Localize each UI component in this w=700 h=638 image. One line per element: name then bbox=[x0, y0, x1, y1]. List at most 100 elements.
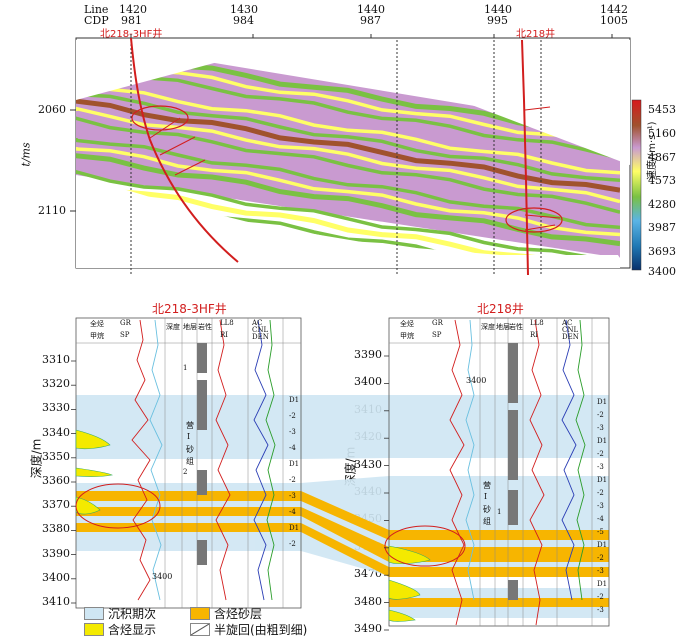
ac-label: AC bbox=[252, 319, 263, 327]
cycle-mark: -2 bbox=[289, 476, 296, 484]
line-value: 1442 bbox=[600, 3, 628, 16]
cycle-mark: D1 bbox=[289, 524, 300, 532]
depth-tick: 3320 bbox=[42, 377, 70, 391]
depth-tick: 3400 bbox=[354, 375, 382, 389]
sp-label: SP bbox=[432, 331, 442, 339]
cycle-mark: -4 bbox=[289, 444, 296, 452]
ll8-label: LL8 bbox=[220, 319, 234, 327]
caliper-label: 全烃 bbox=[400, 320, 414, 328]
cycle-mark: D1 bbox=[597, 398, 608, 406]
depth-tick: 3400 bbox=[42, 570, 70, 584]
den-label: DEN bbox=[562, 333, 579, 341]
colorbar-tick: 4573 bbox=[648, 174, 676, 187]
strat-label: 地层 bbox=[496, 323, 510, 331]
cycle-mark: D1 bbox=[289, 396, 300, 404]
cycle-mark: D1 bbox=[597, 541, 608, 549]
right-log-title: 北218井 bbox=[477, 302, 524, 316]
legend-swatch-half-cycle bbox=[190, 623, 210, 636]
cycle-mark: D1 bbox=[289, 460, 300, 468]
cycle-mark: -3 bbox=[597, 502, 604, 510]
unit-label: I bbox=[187, 432, 191, 441]
legend-label: 半旋回(由粗到细) bbox=[214, 623, 308, 637]
cycle-mark: D1 bbox=[597, 437, 608, 445]
unit-label: 组 bbox=[186, 457, 194, 466]
ri-label: RI bbox=[530, 331, 539, 339]
colorbar-tick: 5453 bbox=[648, 103, 676, 116]
velocity-band bbox=[76, 106, 620, 204]
seismic-plot bbox=[70, 34, 642, 276]
depth-tick: 3350 bbox=[42, 449, 70, 463]
velocity-band bbox=[76, 138, 620, 230]
unit-label: I bbox=[484, 492, 488, 501]
well-label-right: 北218井 bbox=[516, 29, 556, 40]
cycle-mark: -3 bbox=[289, 428, 296, 436]
unit-label: 组 bbox=[483, 517, 491, 526]
cdp-value: 981 bbox=[121, 14, 142, 27]
colorbar-tick: 5160 bbox=[648, 127, 676, 140]
depth-label: 深度 bbox=[166, 323, 180, 331]
line-value: 1440 bbox=[357, 3, 385, 16]
colorbar-tick: 4280 bbox=[648, 198, 676, 211]
depth-label: 深度 bbox=[481, 323, 495, 331]
methane-label: 甲烷 bbox=[400, 332, 414, 340]
depth-tick: 3380 bbox=[42, 522, 70, 536]
cnl-label: CNL bbox=[562, 326, 579, 334]
methane-label: 甲烷 bbox=[90, 332, 104, 340]
cycle-mark: -4 bbox=[289, 508, 296, 516]
depth-tick: 3480 bbox=[354, 594, 382, 608]
cycle-mark: -2 bbox=[597, 450, 604, 458]
depth-tick: 3490 bbox=[354, 622, 382, 635]
legend-swatch-deposition bbox=[84, 607, 104, 620]
left-log-title: 北218-3HF井 bbox=[152, 302, 227, 316]
strat-label: 地层 bbox=[183, 323, 197, 331]
inline-depth-label: 3400 bbox=[152, 572, 173, 581]
den-label: DEN bbox=[252, 333, 269, 341]
cycle-mark: -3 bbox=[597, 463, 604, 471]
velocity-band bbox=[76, 169, 620, 258]
cycle-mark: -2 bbox=[289, 540, 296, 548]
legend-label: 含烃砂层 bbox=[214, 607, 263, 621]
depth-tick: 3370 bbox=[42, 498, 70, 512]
cycle-mark: -4 bbox=[597, 515, 604, 523]
colorbar-tick: 4867 bbox=[648, 151, 676, 164]
legend-swatch-sand bbox=[190, 607, 210, 620]
cycle-mark: -2 bbox=[597, 489, 604, 497]
gr-label: GR bbox=[432, 319, 443, 327]
sp-label: SP bbox=[120, 331, 130, 339]
lith-label: 岩性 bbox=[198, 323, 212, 331]
colorbar-tick: 3693 bbox=[648, 245, 676, 258]
cycle-mark: -5 bbox=[597, 528, 604, 536]
ri-label: RI bbox=[220, 331, 229, 339]
ac-label: AC bbox=[562, 319, 573, 327]
y-tick: 2110 bbox=[38, 204, 66, 217]
cycle-mark: -2 bbox=[597, 593, 604, 601]
unit-label: 营 bbox=[186, 421, 194, 430]
depth-tick: 3310 bbox=[42, 353, 70, 366]
depth-tick: 3430 bbox=[354, 457, 382, 471]
cycle-mark: -2 bbox=[289, 412, 296, 420]
cycle-mark: -3 bbox=[289, 492, 296, 500]
sub-unit-label: 1 bbox=[497, 508, 502, 516]
y-tick: 2060 bbox=[38, 103, 66, 116]
legend-swatch-show bbox=[84, 623, 104, 636]
velocity-band bbox=[76, 92, 620, 183]
unit-label: 营 bbox=[483, 481, 491, 490]
depth-tick: 3340 bbox=[42, 425, 70, 439]
depth-tick: 3410 bbox=[42, 595, 70, 608]
line-value: 1430 bbox=[230, 3, 258, 16]
velocity-band bbox=[76, 127, 620, 224]
line-value: 1420 bbox=[119, 3, 147, 16]
line-value: 1440 bbox=[484, 3, 512, 16]
unit-label: 砂 bbox=[186, 445, 194, 454]
depth-tick: 3360 bbox=[42, 474, 70, 487]
cycle-mark: D1 bbox=[597, 580, 608, 588]
velocity-band bbox=[76, 160, 620, 257]
cdp-label: CDP bbox=[84, 14, 109, 27]
cycle-mark: -3 bbox=[597, 424, 604, 432]
depth-tick: 3330 bbox=[42, 401, 70, 415]
cycle-mark: -3 bbox=[597, 606, 604, 614]
cdp-value: 987 bbox=[360, 14, 381, 27]
cdp-value: 1005 bbox=[600, 14, 628, 27]
legend-label: 含烃显示 bbox=[108, 623, 157, 637]
